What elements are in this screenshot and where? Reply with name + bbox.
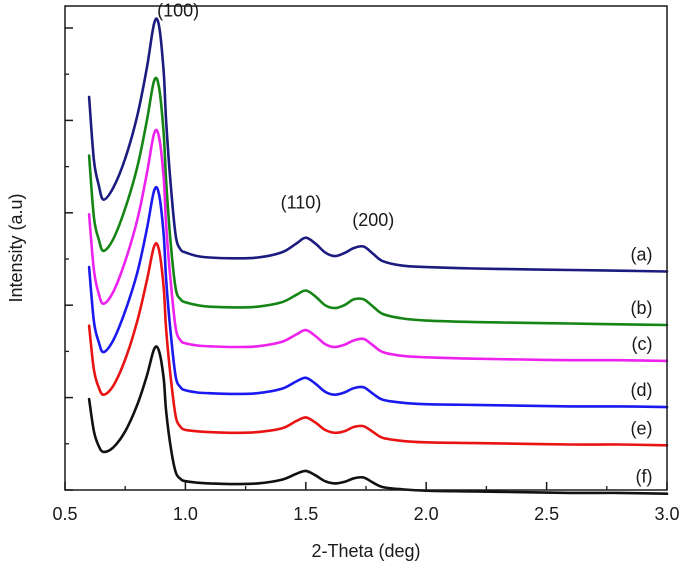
curve-label-c: (c)	[632, 334, 653, 354]
series-line-c	[87, 128, 669, 363]
x-axis-title: 2-Theta (deg)	[311, 541, 420, 561]
series-line-f	[87, 345, 669, 495]
label-layer: (a) (b) (c) (d) (e) (f) (100) (110) (200)	[157, 0, 652, 486]
x-tick-label: 1.5	[293, 504, 318, 524]
series-line-e	[87, 242, 669, 447]
series-layer	[87, 17, 669, 495]
y-axis-title: Intensity (a.u)	[6, 193, 26, 302]
curve-label-f: (f)	[636, 467, 653, 487]
curve-label-d: (d)	[631, 380, 653, 400]
x-tick-label: 3.0	[654, 504, 679, 524]
tick-layer: 0.5 1.0 1.5 2.0 2.5 3.0	[52, 27, 680, 524]
peak-annotation: (100)	[157, 0, 199, 20]
peak-annotation: (110)	[281, 192, 322, 212]
x-tick-label: 0.5	[52, 504, 77, 524]
x-tick-label: 2.5	[534, 504, 559, 524]
x-tick-label: 1.0	[173, 504, 198, 524]
curve-label-e: (e)	[631, 418, 653, 438]
x-tick-label: 2.0	[414, 504, 439, 524]
curve-label-a: (a)	[631, 244, 653, 264]
series-line-d	[87, 185, 669, 409]
series-line-a	[87, 17, 669, 273]
series-line-b	[87, 76, 669, 327]
peak-annotation: (200)	[352, 210, 394, 230]
curve-label-b: (b)	[631, 298, 653, 318]
